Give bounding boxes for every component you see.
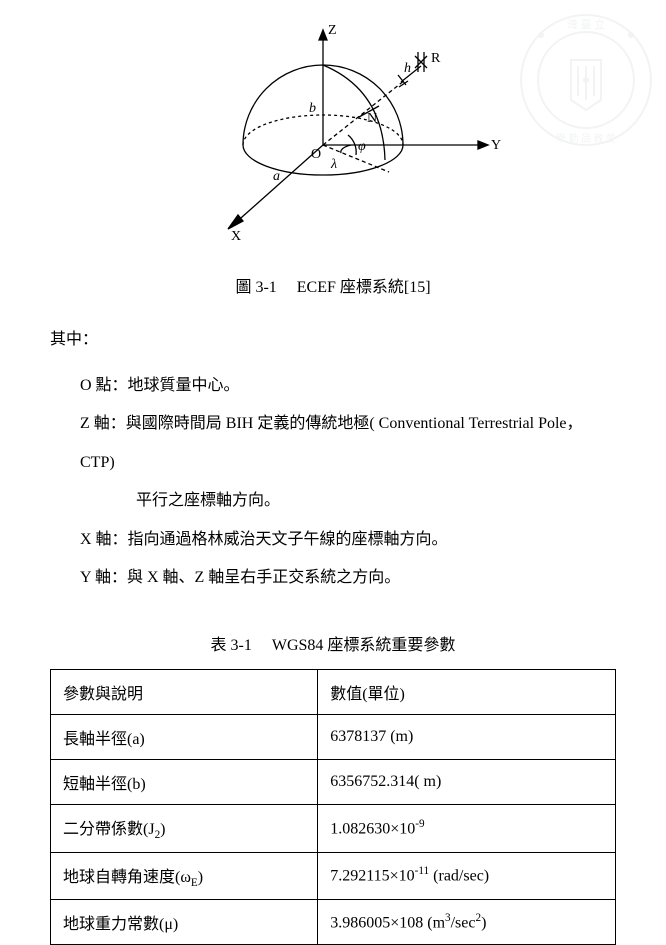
table-header-row: 參數與說明 數值(單位) xyxy=(51,670,616,715)
section-label: 其中： xyxy=(50,325,616,349)
def-y: Y 軸：與 X 軸、Z 軸呈右手正交系統之方向。 xyxy=(80,559,616,597)
label-b: b xyxy=(309,101,316,116)
label-h: h xyxy=(404,61,411,76)
label-o: O xyxy=(311,147,321,162)
value-cell: 7.292115×10-11 (rad/sec) xyxy=(318,852,616,899)
label-r: R xyxy=(431,51,441,66)
def-z: Z 軸：與國際時間局 BIH 定義的傳統地極( Conventional Ter… xyxy=(80,405,616,482)
param-cell: 二分帶係數(J2) xyxy=(51,805,318,852)
param-cell: 長軸半徑(a) xyxy=(51,715,318,760)
label-a: a xyxy=(273,169,280,184)
table-row: 短軸半徑(b)6356752.314( m) xyxy=(51,760,616,805)
label-lambda: λ xyxy=(330,157,337,172)
value-cell: 3.986005×108 (m3/sec2) xyxy=(318,899,616,944)
table-row: 地球重力常數(μ)3.986005×108 (m3/sec2) xyxy=(51,899,616,944)
header-value: 數值(單位) xyxy=(318,670,616,715)
figure-caption: 圖 3-1 ECEF 座標系統[15] xyxy=(50,273,616,297)
table-caption: 表 3-1 WGS84 座標系統重要參數 xyxy=(50,631,616,655)
param-cell: 短軸半徑(b) xyxy=(51,760,318,805)
wgs84-table: 參數與說明 數值(單位) 長軸半徑(a)6378137 (m)短軸半徑(b)63… xyxy=(50,669,616,944)
def-z-cont: 平行之座標軸方向。 xyxy=(136,482,616,520)
table-row: 地球自轉角速度(ωE)7.292115×10-11 (rad/sec) xyxy=(51,852,616,899)
value-cell: 1.082630×10-9 xyxy=(318,805,616,852)
label-z: Z xyxy=(328,23,337,38)
def-o: O 點：地球質量中心。 xyxy=(80,367,616,405)
label-x-axis: X xyxy=(231,229,241,244)
ecef-figure: Z Y X O a b N R h λ φ xyxy=(50,20,616,255)
definition-list: O 點：地球質量中心。 Z 軸：與國際時間局 BIH 定義的傳統地極( Conv… xyxy=(80,367,616,597)
value-cell: 6356752.314( m) xyxy=(318,760,616,805)
table-row: 二分帶係數(J2)1.082630×10-9 xyxy=(51,805,616,852)
label-phi: φ xyxy=(358,139,366,154)
param-cell: 地球重力常數(μ) xyxy=(51,899,318,944)
label-n: N xyxy=(367,111,377,126)
table-row: 長軸半徑(a)6378137 (m) xyxy=(51,715,616,760)
label-y-axis: Y xyxy=(491,138,501,153)
header-param: 參數與說明 xyxy=(51,670,318,715)
value-cell: 6378137 (m) xyxy=(318,715,616,760)
def-x: X 軸：指向通過格林威治天文子午線的座標軸方向。 xyxy=(80,521,616,559)
param-cell: 地球自轉角速度(ωE) xyxy=(51,852,318,899)
